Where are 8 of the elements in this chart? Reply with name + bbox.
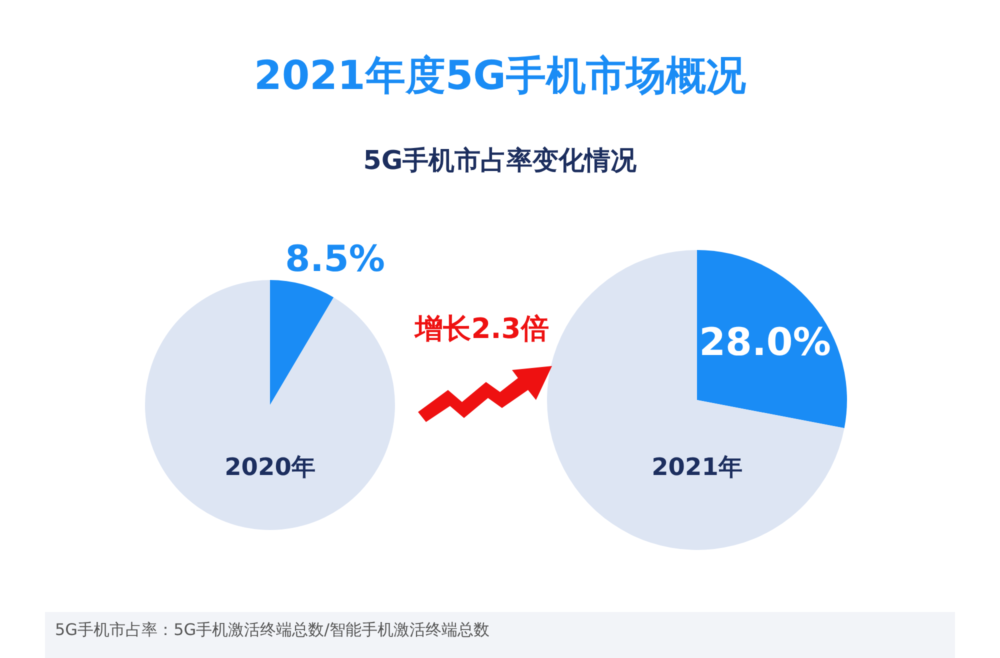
text: 2021年度5G手机市场概况: [253, 52, 747, 101]
text: 5G手机市占率：5G手机激活终端总数/智能手机激活终端总数: [45, 612, 955, 658]
data-label: 28.0%: [698, 320, 832, 364]
text: 增长2.3倍: [413, 311, 550, 347]
text: 2020年: [224, 452, 316, 483]
text: 2021年: [650, 452, 744, 483]
text: 5G手机市占率变化情况: [362, 145, 638, 178]
data-label: 8.5%: [284, 238, 386, 280]
